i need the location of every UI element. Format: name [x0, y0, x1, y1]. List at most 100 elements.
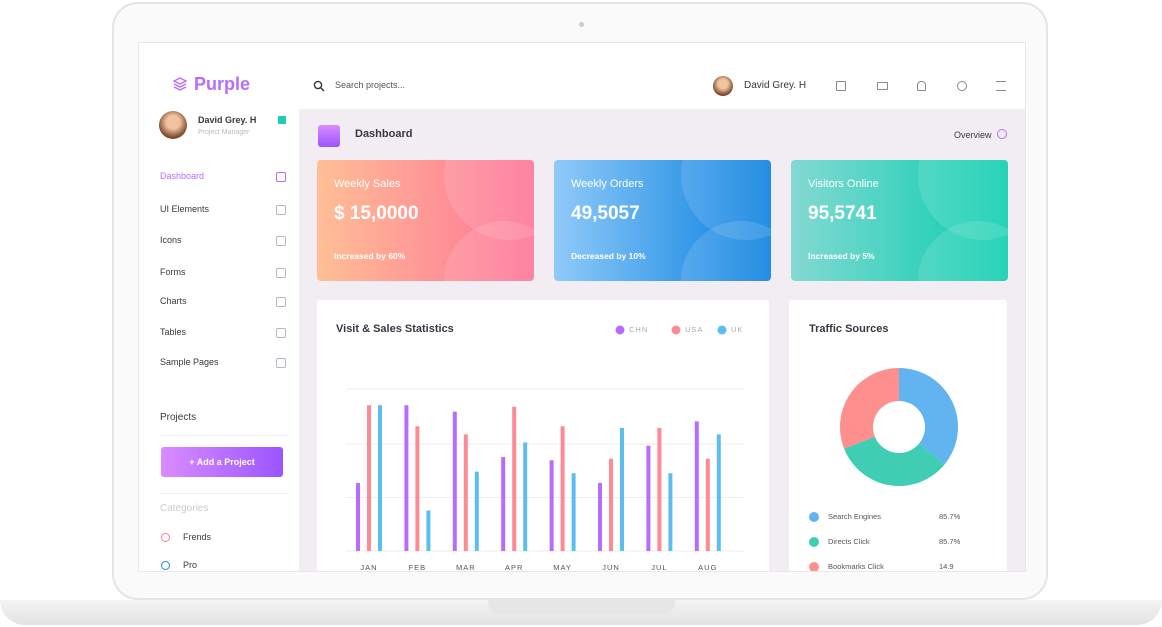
- chart-title: Traffic Sources: [809, 323, 888, 335]
- sidebar: Purple David Grey. H Project Manager Pro…: [139, 43, 299, 571]
- nav-item[interactable]: Tables: [160, 327, 187, 337]
- topbar: Search projects... David Grey. H: [299, 43, 1025, 109]
- nav-icon: [276, 205, 286, 215]
- x-tick-label: MAY: [553, 563, 572, 571]
- add-project-button[interactable]: + Add a Project: [161, 447, 283, 477]
- bar: [378, 405, 382, 551]
- card-title: Visitors Online: [808, 178, 879, 190]
- legend-label: Search Engines: [828, 512, 881, 521]
- projects-heading: Projects: [160, 412, 197, 423]
- bar: [463, 434, 468, 551]
- bar: [452, 411, 457, 551]
- screen: Purple David Grey. H Project Manager Pro…: [138, 42, 1026, 572]
- overview-link[interactable]: Overview: [954, 130, 992, 140]
- bar: [598, 482, 602, 551]
- legend-dot: [809, 562, 819, 571]
- chart-title: Visit & Sales Statistics: [336, 323, 454, 335]
- donut-segment: [844, 436, 945, 486]
- bar: [501, 457, 506, 551]
- card-value: 49,5057: [571, 203, 640, 224]
- bar: [512, 406, 517, 551]
- bar: [560, 426, 565, 551]
- x-tick-label: JUL: [651, 563, 667, 571]
- bar: [705, 458, 710, 551]
- bar: [668, 473, 673, 551]
- logo-icon: [173, 77, 187, 91]
- x-tick-label: APR: [505, 563, 523, 571]
- nav-item[interactable]: Sample Pages: [160, 357, 219, 367]
- bar: [404, 405, 409, 551]
- legend-dot: [671, 325, 681, 335]
- category-item[interactable]: Pro: [183, 560, 198, 570]
- legend-dot: [809, 512, 819, 522]
- user-role: Project Manager: [198, 129, 250, 136]
- donut-segment: [899, 368, 958, 465]
- search-icon: [313, 80, 325, 92]
- avatar[interactable]: [159, 111, 187, 139]
- legend-dot: [717, 325, 727, 335]
- nav-icon: [276, 172, 286, 182]
- legend-value: 85.7%: [939, 512, 961, 521]
- visit-panel: Visit & Sales Statistics CHN USA UK JAN FEB M…: [317, 300, 769, 571]
- bar: [356, 482, 360, 551]
- nav-icon: [276, 236, 286, 246]
- search-input[interactable]: Search projects...: [335, 80, 406, 90]
- legend-label: UK: [731, 325, 743, 334]
- legend-label: CHN: [629, 325, 648, 334]
- page-title: Dashboard: [355, 128, 413, 140]
- page-icon: [318, 125, 340, 147]
- categories-heading: Categories: [160, 503, 209, 514]
- card-value: $ 15,0000: [334, 203, 419, 224]
- card-note: Increased by 5%: [808, 251, 875, 261]
- category-item[interactable]: Frends: [183, 532, 212, 542]
- brand[interactable]: Purple: [194, 74, 251, 94]
- legend-label: USA: [685, 325, 703, 334]
- user-name: David Grey. H: [198, 115, 257, 125]
- x-tick-label: MAR: [456, 563, 476, 571]
- x-tick-label: JAN: [360, 563, 377, 571]
- legend-value: 85.7%: [939, 537, 961, 546]
- bar: [367, 405, 371, 551]
- nav-item[interactable]: Charts: [160, 296, 187, 306]
- bar-chart: Visit & Sales Statistics CHN USA UK JAN FEB M…: [336, 323, 744, 571]
- nav-icon: [276, 358, 286, 368]
- bar: [657, 427, 662, 551]
- top-avatar[interactable]: [713, 76, 733, 96]
- traffic-panel: Traffic Sources Search Engines 85.7% Direc…: [789, 300, 1007, 571]
- nav-icon: [276, 268, 286, 278]
- bar: [609, 458, 613, 551]
- legend-label: Bookmarks Click: [828, 562, 884, 571]
- nav-icon: [276, 297, 286, 307]
- donut-chart: Traffic Sources Search Engines 85.7% Direc…: [809, 323, 961, 571]
- card-title: Weekly Orders: [571, 178, 644, 190]
- legend-dot: [615, 325, 625, 335]
- bar: [523, 442, 528, 551]
- status-badge: [278, 116, 286, 124]
- card-note: Decreased by 10%: [571, 251, 646, 261]
- card-note: Increased by 60%: [334, 251, 406, 261]
- stat-card: [791, 160, 1008, 281]
- nav-item[interactable]: Forms: [160, 267, 186, 277]
- stat-card: [317, 160, 534, 281]
- bar: [620, 427, 624, 551]
- bar: [415, 426, 420, 551]
- nav-item[interactable]: Dashboard: [160, 171, 205, 181]
- top-user-name[interactable]: David Grey. H: [744, 80, 807, 91]
- bar: [646, 445, 651, 551]
- bar: [549, 460, 554, 551]
- laptop-notch: [488, 600, 675, 614]
- nav-item[interactable]: UI Elements: [160, 204, 210, 214]
- legend-label: Directs Click: [828, 537, 870, 546]
- card-title: Weekly Sales: [334, 178, 401, 190]
- legend-dot: [809, 537, 819, 547]
- stat-card: [554, 160, 771, 281]
- nav-item[interactable]: Icons: [160, 235, 182, 245]
- bar: [474, 471, 479, 551]
- x-tick-label: FEB: [409, 563, 427, 571]
- x-tick-label: JUN: [602, 563, 620, 571]
- bar: [571, 473, 576, 551]
- bar: [426, 510, 431, 551]
- bar: [716, 434, 721, 551]
- legend-value: 14.9: [939, 562, 954, 571]
